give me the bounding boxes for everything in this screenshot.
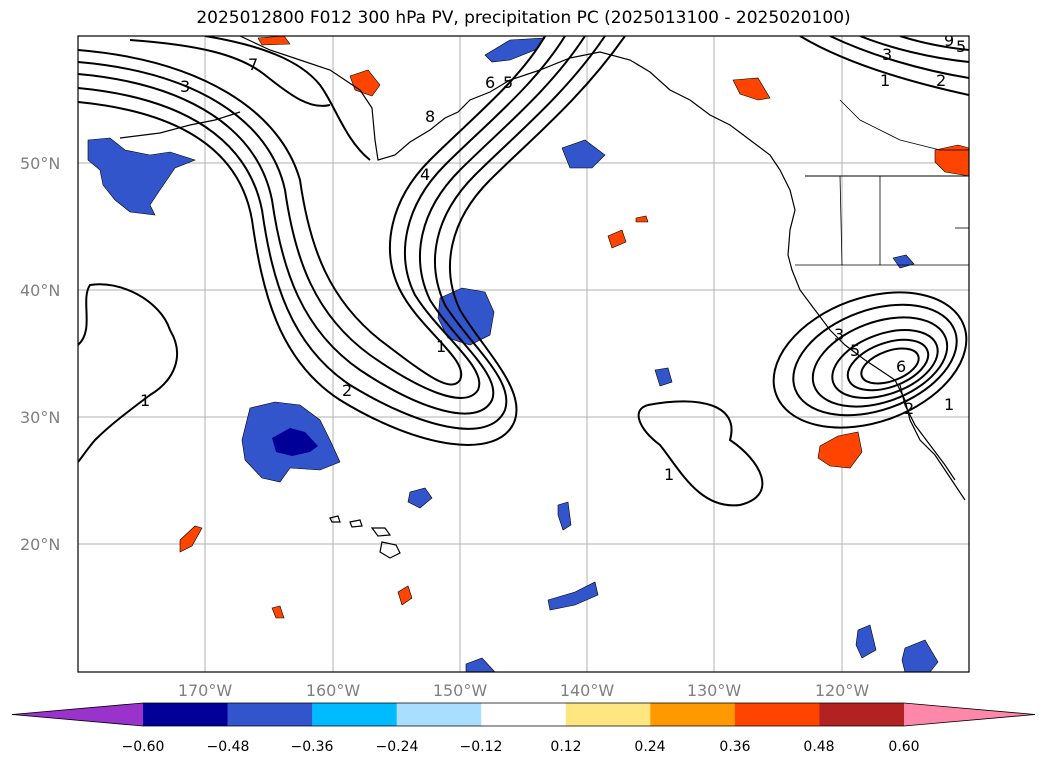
- colorbar-segment: [565, 703, 651, 726]
- contour-labels: 7 3 9 5 6 5 8 4 1 2 1 3 2 1 3 5 6 2 1 1: [140, 31, 966, 484]
- map-title: 2025012800 F012 300 hPa PV, precipitatio…: [196, 8, 851, 28]
- precip-pos-9: [271, 605, 285, 619]
- colorbar-extend-low: [12, 703, 143, 726]
- precip-core-central: [272, 428, 318, 456]
- contour-label: 6: [896, 357, 906, 376]
- contour-label: 1: [436, 337, 446, 356]
- colorbar-tick: 0.60: [888, 739, 919, 755]
- contour-label: 5: [850, 341, 860, 360]
- map-background: [78, 36, 969, 672]
- lon-label: 150°W: [433, 681, 488, 700]
- colorbar-segment: [819, 703, 905, 726]
- precip-negative-areas: [87, 37, 939, 672]
- colorbar-tick: −0.48: [207, 739, 250, 755]
- colorbar-extend-high: [904, 703, 1035, 726]
- lon-label: 170°W: [178, 681, 233, 700]
- contour-label: 5: [503, 73, 513, 92]
- contour-label: 8: [425, 107, 435, 126]
- precip-pos-7: [179, 525, 203, 553]
- colorbar-tick: 0.24: [634, 739, 665, 755]
- precip-blob-nw: [87, 137, 196, 216]
- precip-blob-bottom: [465, 657, 496, 672]
- contour-label: 3: [882, 45, 892, 64]
- contour-label: 1: [664, 465, 674, 484]
- precip-pos-4: [607, 229, 627, 249]
- precip-blob-small2: [654, 367, 673, 387]
- lat-label: 40°N: [20, 281, 60, 300]
- precip-blob-small1: [407, 487, 433, 509]
- colorbar-segment: [143, 703, 229, 726]
- colorbar-outline: [11, 702, 1036, 727]
- colorbar-segment: [650, 703, 736, 726]
- precip-blob-se1: [855, 624, 877, 659]
- lat-label: 30°N: [20, 408, 60, 427]
- lat-label: 20°N: [20, 535, 60, 554]
- contour-label: 7: [248, 55, 258, 74]
- contour-label: 2: [342, 381, 352, 400]
- contour-label: 2: [904, 399, 914, 418]
- lon-label: 160°W: [306, 681, 361, 700]
- precip-blob-south: [547, 581, 599, 611]
- lat-label: 50°N: [20, 154, 60, 173]
- precip-pos-3: [934, 144, 969, 177]
- colorbar-segment: [312, 703, 398, 726]
- colorbar: [11, 702, 1036, 727]
- precip-pos-5: [635, 215, 649, 223]
- colorbar-ticks: −0.60 −0.48 −0.36 −0.24 −0.12 0.12 0.24 …: [122, 739, 920, 755]
- precip-blob-se2: [901, 639, 939, 672]
- longitude-labels: 170°W 160°W 150°W 140°W 130°W 120°W: [178, 681, 870, 700]
- colorbar-tick: 0.48: [803, 739, 834, 755]
- colorbar-segment: [227, 703, 313, 726]
- colorbar-tick: −0.12: [460, 739, 503, 755]
- colorbar-tick: −0.24: [376, 739, 419, 755]
- colorbar-tick: −0.36: [291, 739, 334, 755]
- precip-blob-small3: [557, 501, 572, 531]
- latitude-labels: 50°N 40°N 30°N 20°N: [20, 154, 60, 554]
- contour-label: 9: [944, 31, 954, 50]
- contour-label: 3: [180, 77, 190, 96]
- precip-pos-1: [349, 69, 381, 97]
- colorbar-segment: [396, 703, 482, 726]
- lon-label: 140°W: [560, 681, 615, 700]
- contour-label: 1: [944, 395, 954, 414]
- colorbar-segment: [734, 703, 820, 726]
- colorbar-tick: 0.36: [719, 739, 750, 755]
- lon-label: 120°W: [815, 681, 870, 700]
- gridlines: [78, 36, 969, 672]
- map-frame: [77, 35, 970, 673]
- contour-label: 1: [880, 71, 890, 90]
- colorbar-segment: [481, 703, 567, 726]
- precip-pos-6: [817, 431, 863, 469]
- contour-label: 4: [420, 165, 430, 184]
- precip-pos-2: [732, 77, 771, 101]
- colorbar-tick: 0.12: [550, 739, 581, 755]
- contour-label: 2: [936, 71, 946, 90]
- precip-pos-10: [257, 36, 291, 46]
- precip-pos-8: [397, 585, 413, 606]
- precip-blob-north: [561, 139, 606, 169]
- colorbar-tick: −0.60: [122, 739, 165, 755]
- contour-label: 5: [956, 37, 966, 56]
- contour-label: 6: [485, 73, 495, 92]
- contour-label: 1: [140, 391, 150, 410]
- lon-label: 130°W: [687, 681, 742, 700]
- precip-positive-areas: [179, 36, 969, 619]
- contour-label: 3: [834, 325, 844, 344]
- pv-contours: [78, 36, 969, 507]
